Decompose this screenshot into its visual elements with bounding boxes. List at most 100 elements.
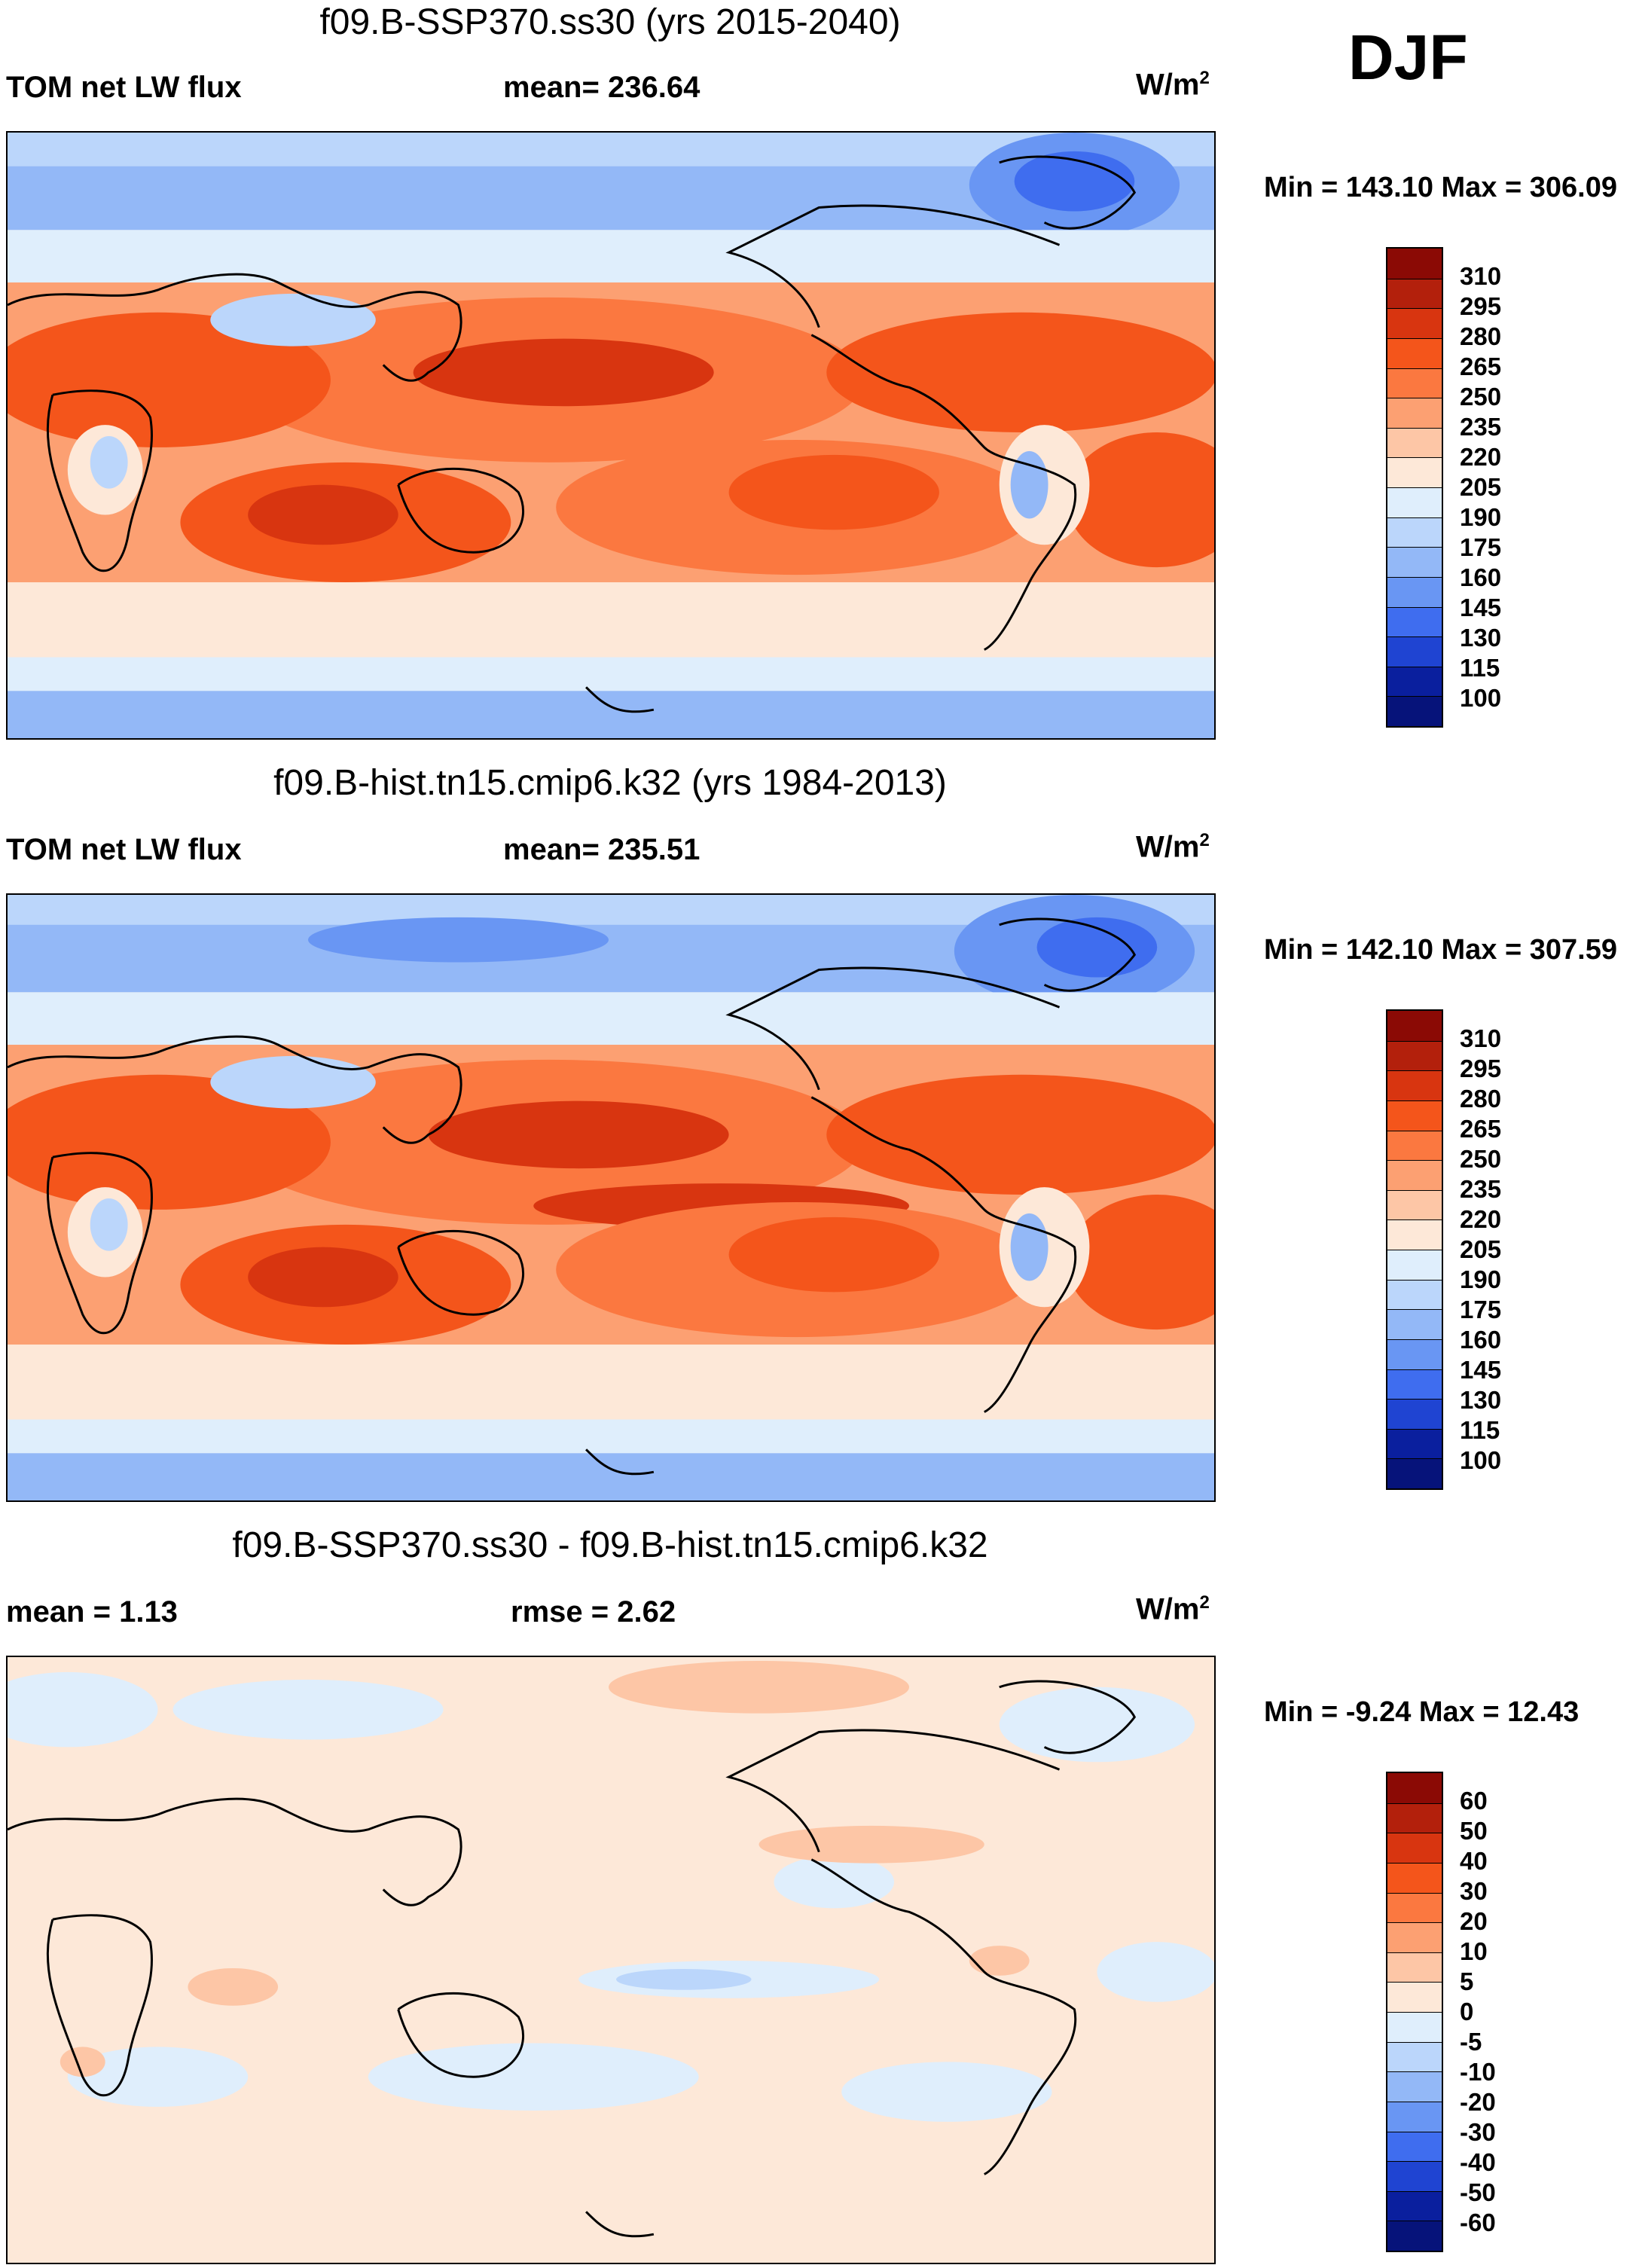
panel-1-colorbar-label: 115 [1460,654,1500,682]
panel-1-colorbar-label: 220 [1460,443,1502,471]
panel-3-colorbar-label: -50 [1460,2178,1496,2206]
panel-2-colorbar-swatch-3 [1387,1070,1442,1100]
panel-3-colorbar-swatch-5 [1387,1892,1442,1923]
panel-2-title: f09.B-hist.tn15.cmip6.k32 (yrs 1984-2013… [273,763,947,803]
panel-1-colorbar-swatch-8 [1387,457,1442,487]
panel-3-colorbar-label: 40 [1460,1847,1488,1875]
panel-1-mean-label: mean= 236.64 [503,71,701,104]
panel-2-colorbar-swatch-12 [1387,1339,1442,1369]
panel-3-colorbar-swatch-16 [1387,2221,1442,2251]
panel-3-colorbar-swatch-9 [1387,2012,1442,2042]
panel-1-colorbar-swatch-16 [1387,696,1442,726]
panel-1-colorbar-swatch-13 [1387,606,1442,637]
panel-2-colorbar-swatch-5 [1387,1130,1442,1161]
panel-2-colorbar-swatch-1 [1387,1011,1442,1041]
panel-2-colorbar-label: 280 [1460,1085,1502,1113]
panel-1-colorbar [1386,247,1443,728]
panel-3-colorbar-label: 10 [1460,1937,1488,1965]
panel-3-colorbar-label: 60 [1460,1787,1488,1815]
panel-1-colorbar-label: 130 [1460,624,1502,652]
panel-2-colorbar-label: 115 [1460,1416,1500,1444]
panel-3-colorbar [1386,1772,1443,2252]
panel-1-colorbar-label: 310 [1460,262,1502,290]
panel-2-colorbar-label: 100 [1460,1446,1502,1474]
panel-1-colorbar-label: 205 [1460,473,1502,501]
panel-1-colorbar-swatch-15 [1387,666,1442,697]
panel-2-minmax: Min = 142.10 Max = 307.59 [1264,934,1617,966]
panel-2-colorbar-swatch-15 [1387,1428,1442,1459]
panel-1-field [8,133,1214,738]
panel-3-map [6,1656,1216,2264]
panel-1-colorbar-label: 280 [1460,322,1502,350]
panel-1-colorbar-swatch-7 [1387,427,1442,458]
panel-1-colorbar-label: 190 [1460,503,1502,531]
panel-3-colorbar-label: 0 [1460,1998,1474,2025]
panel-3-colorbar-label: 5 [1460,1967,1474,1995]
panel-3-colorbar-label: -40 [1460,2148,1496,2176]
panel-3-colorbar-label: -60 [1460,2208,1496,2236]
panel-2-colorbar-swatch-7 [1387,1189,1442,1220]
panel-3-colorbar-swatch-10 [1387,2041,1442,2072]
panel-3-colorbar-swatch-7 [1387,1952,1442,1983]
panel-1-colorbar-label: 175 [1460,533,1502,561]
panel-2-colorbar [1386,1009,1443,1490]
panel-1-colorbar-swatch-6 [1387,398,1442,428]
panel-1-colorbar-label: 295 [1460,292,1502,320]
panel-1-units-label: W/m2 [1136,68,1210,102]
panel-2-colorbar-swatch-8 [1387,1219,1442,1250]
panel-1-colorbar-swatch-14 [1387,636,1442,667]
panel-2-colorbar-swatch-14 [1387,1399,1442,1429]
panel-2-map [6,893,1216,1502]
panel-2-mean-label: mean= 235.51 [503,833,701,866]
panel-1-colorbar-swatch-5 [1387,368,1442,398]
panel-1-title: f09.B-SSP370.ss30 (yrs 2015-2040) [319,2,901,42]
panel-2-colorbar-swatch-16 [1387,1458,1442,1488]
panel-2-colorbar-label: 205 [1460,1235,1502,1263]
panel-1-map [6,131,1216,740]
panel-3-colorbar-label: -10 [1460,2058,1496,2086]
panel-2-colorbar-swatch-13 [1387,1369,1442,1400]
panel-3-units-label: W/m2 [1136,1592,1210,1626]
panel-3-colorbar-label: -20 [1460,2088,1496,2116]
panel-2-colorbar-label: 265 [1460,1115,1502,1143]
panel-1-colorbar-swatch-11 [1387,547,1442,577]
panel-3-colorbar-swatch-2 [1387,1802,1442,1833]
panel-2-colorbar-swatch-2 [1387,1040,1442,1071]
panel-2-colorbar-label: 310 [1460,1024,1502,1052]
panel-1-colorbar-swatch-1 [1387,249,1442,279]
panel-3-colorbar-swatch-15 [1387,2190,1442,2221]
panel-1-minmax: Min = 143.10 Max = 306.09 [1264,172,1617,203]
panel-2-colorbar-label: 175 [1460,1296,1502,1323]
panel-2-colorbar-swatch-4 [1387,1100,1442,1131]
panel-3-colorbar-swatch-3 [1387,1833,1442,1863]
panel-2-colorbar-label: 250 [1460,1145,1502,1173]
panel-1-colorbar-label: 265 [1460,353,1502,380]
panel-1-variable-label: TOM net LW flux [6,71,242,104]
panel-2-colorbar-label: 190 [1460,1265,1502,1293]
season-label: DJF [1348,22,1468,93]
panel-2-colorbar-label: 235 [1460,1175,1502,1203]
panel-2-field [8,895,1214,1500]
panel-3-title: f09.B-SSP370.ss30 - f09.B-hist.tn15.cmip… [232,1525,988,1565]
panel-3-colorbar-label: 20 [1460,1907,1488,1935]
panel-2-colorbar-swatch-6 [1387,1160,1442,1190]
panel-1-colorbar-swatch-3 [1387,308,1442,338]
panel-1-colorbar-label: 160 [1460,563,1502,591]
panel-3-colorbar-label: -5 [1460,2028,1482,2056]
panel-1-colorbar-label: 100 [1460,684,1502,712]
panel-2-colorbar-label: 145 [1460,1356,1502,1384]
panel-1-colorbar-swatch-4 [1387,337,1442,368]
panel-3-colorbar-swatch-14 [1387,2161,1442,2191]
panel-3-minmax: Min = -9.24 Max = 12.43 [1264,1696,1580,1728]
panel-3-colorbar-swatch-11 [1387,2071,1442,2102]
panel-2-colorbar-swatch-10 [1387,1279,1442,1310]
panel-3-colorbar-label: -30 [1460,2118,1496,2146]
panel-1-colorbar-label: 145 [1460,594,1502,621]
panel-3-colorbar-label: 30 [1460,1877,1488,1905]
panel-2-colorbar-label: 160 [1460,1326,1502,1354]
panel-2-units-label: W/m2 [1136,830,1210,864]
panel-1-colorbar-label: 235 [1460,413,1502,441]
panel-1-colorbar-swatch-9 [1387,487,1442,517]
panel-3-mean-label: mean = 1.13 [6,1595,178,1629]
panel-2-colorbar-label: 220 [1460,1205,1502,1233]
